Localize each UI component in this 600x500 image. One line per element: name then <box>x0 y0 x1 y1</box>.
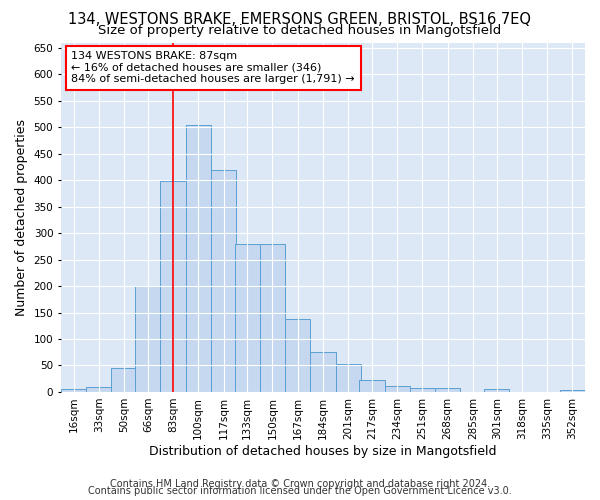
Text: 134 WESTONS BRAKE: 87sqm
← 16% of detached houses are smaller (346)
84% of semi-: 134 WESTONS BRAKE: 87sqm ← 16% of detach… <box>71 51 355 84</box>
Bar <box>335 364 361 392</box>
Bar <box>484 389 509 392</box>
Bar <box>435 388 460 392</box>
Text: Contains HM Land Registry data © Crown copyright and database right 2024.: Contains HM Land Registry data © Crown c… <box>110 479 490 489</box>
Text: 134, WESTONS BRAKE, EMERSONS GREEN, BRISTOL, BS16 7EQ: 134, WESTONS BRAKE, EMERSONS GREEN, BRIS… <box>68 12 532 28</box>
Text: Contains public sector information licensed under the Open Government Licence v3: Contains public sector information licen… <box>88 486 512 496</box>
Bar <box>285 319 310 392</box>
Y-axis label: Number of detached properties: Number of detached properties <box>15 118 28 316</box>
Bar <box>86 386 112 392</box>
Bar <box>135 286 160 392</box>
Bar <box>310 352 335 392</box>
Bar <box>385 386 410 392</box>
X-axis label: Distribution of detached houses by size in Mangotsfield: Distribution of detached houses by size … <box>149 444 497 458</box>
Bar <box>61 390 86 392</box>
Bar <box>560 390 585 392</box>
Bar <box>359 380 385 392</box>
Bar <box>211 170 236 392</box>
Bar <box>410 388 435 392</box>
Bar <box>112 368 137 392</box>
Bar <box>260 244 285 392</box>
Bar <box>185 124 211 392</box>
Text: Size of property relative to detached houses in Mangotsfield: Size of property relative to detached ho… <box>98 24 502 37</box>
Bar <box>160 181 185 392</box>
Bar <box>235 244 260 392</box>
